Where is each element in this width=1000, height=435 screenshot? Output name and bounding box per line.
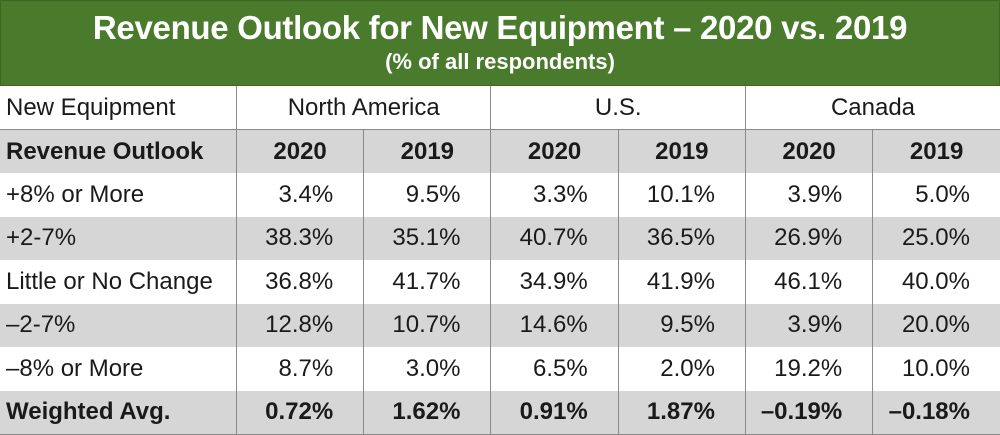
- value-cell: 10.0%: [872, 347, 1000, 391]
- value-cell: 46.1%: [745, 260, 874, 304]
- row-label: –8% or More: [0, 347, 237, 391]
- value-cell: 3.9%: [745, 303, 874, 347]
- chart-title: Revenue Outlook for New Equipment – 2020…: [92, 9, 908, 46]
- year-header-cell: 2019: [363, 129, 492, 173]
- row-label: +2-7%: [0, 216, 237, 260]
- chart-subtitle: (% of all respondents): [385, 49, 615, 74]
- region-header-canada: Canada: [745, 86, 1000, 130]
- row-label: Little or No Change: [0, 260, 237, 304]
- weighted-average-row: Weighted Avg. 0.72% 1.62% 0.91% 1.87% –0…: [0, 390, 1000, 435]
- row-label: Weighted Avg.: [0, 390, 237, 435]
- value-cell: 38.3%: [236, 216, 365, 260]
- table-row: Little or No Change 36.8% 41.7% 34.9% 41…: [0, 260, 1000, 304]
- region-header-row: New Equipment North America U.S. Canada: [0, 86, 1000, 130]
- value-cell: 41.9%: [618, 260, 746, 304]
- year-header-cell: 2019: [872, 129, 1000, 173]
- year-header-label: Revenue Outlook: [0, 129, 237, 173]
- value-cell: 34.9%: [490, 260, 619, 304]
- year-header-cell: 2020: [236, 129, 365, 173]
- value-cell: 3.4%: [236, 173, 365, 217]
- region-header-north-america: North America: [236, 86, 492, 130]
- value-cell: 35.1%: [363, 216, 492, 260]
- value-cell: 5.0%: [872, 173, 1000, 217]
- table-row: +8% or More 3.4% 9.5% 3.3% 10.1% 3.9% 5.…: [0, 173, 1000, 217]
- value-cell: 19.2%: [745, 347, 874, 391]
- region-header-us: U.S.: [490, 86, 746, 130]
- value-cell: –0.18%: [872, 390, 1000, 435]
- value-cell: 40.0%: [872, 260, 1000, 304]
- year-header-row: Revenue Outlook 2020 2019 2020 2019 2020…: [0, 129, 1000, 173]
- value-cell: 20.0%: [872, 303, 1000, 347]
- value-cell: 25.0%: [872, 216, 1000, 260]
- value-cell: 12.8%: [236, 303, 365, 347]
- year-header-cell: 2020: [490, 129, 619, 173]
- value-cell: 2.0%: [618, 347, 746, 391]
- value-cell: 6.5%: [490, 347, 619, 391]
- value-cell: 10.7%: [363, 303, 492, 347]
- value-cell: 0.91%: [490, 390, 619, 435]
- value-cell: 0.72%: [236, 390, 365, 435]
- row-label: +8% or More: [0, 173, 237, 217]
- title-banner: Revenue Outlook for New Equipment – 2020…: [0, 0, 1000, 86]
- data-table: New Equipment North America U.S. Canada …: [0, 86, 1000, 435]
- value-cell: 1.62%: [363, 390, 492, 435]
- table-row: –8% or More 8.7% 3.0% 6.5% 2.0% 19.2% 10…: [0, 347, 1000, 391]
- year-header-cell: 2020: [745, 129, 874, 173]
- value-cell: 3.0%: [363, 347, 492, 391]
- value-cell: 1.87%: [618, 390, 746, 435]
- row-label: –2-7%: [0, 303, 237, 347]
- value-cell: 9.5%: [618, 303, 746, 347]
- value-cell: 26.9%: [745, 216, 874, 260]
- value-cell: 9.5%: [363, 173, 492, 217]
- value-cell: –0.19%: [745, 390, 874, 435]
- value-cell: 36.8%: [236, 260, 365, 304]
- value-cell: 10.1%: [618, 173, 746, 217]
- year-header-cell: 2019: [618, 129, 746, 173]
- table-row: –2-7% 12.8% 10.7% 14.6% 9.5% 3.9% 20.0%: [0, 303, 1000, 347]
- value-cell: 8.7%: [236, 347, 365, 391]
- value-cell: 40.7%: [490, 216, 619, 260]
- region-header-label: New Equipment: [0, 86, 237, 130]
- value-cell: 3.9%: [745, 173, 874, 217]
- value-cell: 3.3%: [490, 173, 619, 217]
- value-cell: 14.6%: [490, 303, 619, 347]
- value-cell: 36.5%: [618, 216, 746, 260]
- value-cell: 41.7%: [363, 260, 492, 304]
- table-row: +2-7% 38.3% 35.1% 40.7% 36.5% 26.9% 25.0…: [0, 216, 1000, 260]
